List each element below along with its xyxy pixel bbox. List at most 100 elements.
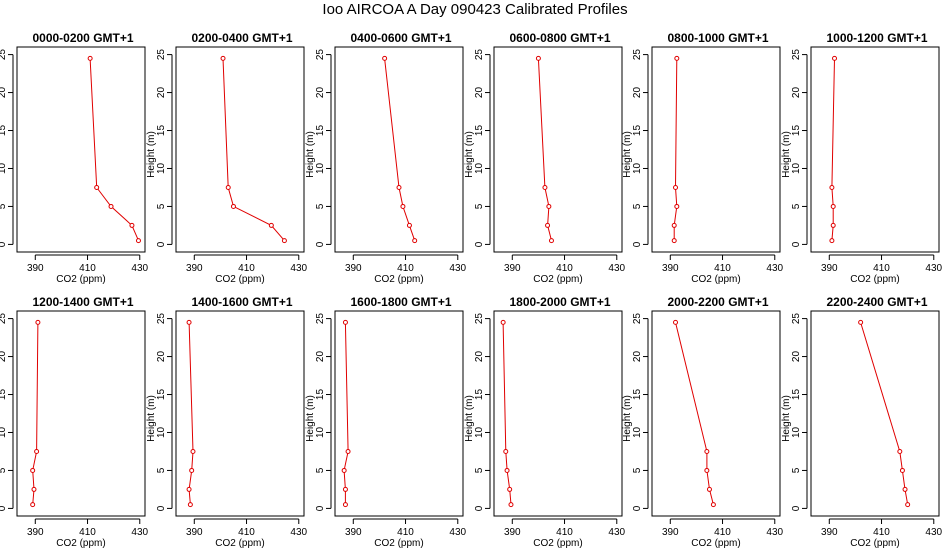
data-point	[899, 467, 905, 473]
y-tick-label: 20	[0, 351, 8, 363]
data-point	[225, 184, 231, 190]
data-point	[710, 502, 716, 508]
y-tick-label: 15	[791, 125, 802, 137]
y-tick-label: 20	[0, 87, 8, 99]
y-tick-label: 10	[156, 426, 167, 438]
y-tick-label: 5	[0, 467, 8, 473]
data-point	[396, 184, 402, 190]
y-tick-label: 10	[474, 426, 485, 438]
plot-frame	[334, 310, 464, 517]
y-axis-label: Height (m)	[464, 131, 475, 178]
panel: 0600-0800 GMT+1 390 410 430 CO2 (ppm) 0 5 10 15 2…	[464, 31, 626, 285]
y-tick-label: 0	[632, 505, 643, 511]
y-tick-label: 15	[156, 389, 167, 401]
y-tick-label: 10	[632, 162, 643, 174]
panel: 2000-2200 GMT+1 390 410 430 CO2 (ppm) 0 5 10 15 2…	[622, 295, 784, 549]
y-tick-label: 10	[315, 426, 326, 438]
plot-frame	[175, 46, 305, 253]
x-tick-label: 390	[186, 263, 203, 274]
data-point	[87, 55, 93, 61]
y-tick-label: 0	[474, 241, 485, 247]
main-title: Ioo AIRCOA A Day 090423 Calibrated Profi…	[322, 1, 628, 18]
data-point	[674, 203, 680, 209]
x-axis-label: CO2 (ppm)	[533, 274, 582, 285]
y-tick-label: 15	[156, 125, 167, 137]
x-tick-label: 430	[925, 263, 942, 274]
data-point	[406, 222, 412, 228]
x-tick-label: 430	[766, 263, 783, 274]
data-point	[706, 486, 712, 492]
panel-title: 1400-1600 GMT+1	[191, 295, 292, 309]
x-tick-label: 390	[662, 527, 679, 538]
series-line	[860, 322, 909, 505]
panel-title: 1600-1800 GMT+1	[350, 295, 451, 309]
y-tick-label: 25	[791, 313, 802, 325]
series-line	[89, 58, 139, 241]
data-point	[412, 238, 418, 244]
y-tick-label: 25	[156, 313, 167, 325]
x-tick-label: 410	[556, 527, 573, 538]
series-line	[537, 58, 552, 241]
x-axis-label: CO2 (ppm)	[691, 538, 740, 549]
y-tick-label: 5	[791, 203, 802, 209]
x-tick-label: 390	[186, 527, 203, 538]
y-axis-label: Height (m)	[146, 395, 157, 442]
y-tick-label: 0	[791, 505, 802, 511]
data-point	[186, 319, 192, 325]
y-tick-label: 0	[0, 505, 8, 511]
series-line	[343, 322, 349, 505]
plot-frame	[175, 310, 305, 517]
x-axis-label: CO2 (ppm)	[850, 274, 899, 285]
x-tick-label: 430	[925, 527, 942, 538]
panel: 1600-1800 GMT+1 390 410 430 CO2 (ppm) 0 5 10 15 2…	[305, 295, 467, 549]
x-tick-label: 410	[397, 527, 414, 538]
data-point	[858, 319, 864, 325]
data-point	[548, 238, 554, 244]
y-tick-label: 5	[474, 203, 485, 209]
x-tick-label: 430	[449, 527, 466, 538]
data-point	[535, 55, 541, 61]
y-tick-label: 10	[632, 426, 643, 438]
y-tick-label: 5	[791, 467, 802, 473]
x-tick-label: 390	[821, 527, 838, 538]
x-axis-label: CO2 (ppm)	[533, 538, 582, 549]
y-tick-label: 5	[156, 467, 167, 473]
y-axis-label: Height (m)	[781, 131, 792, 178]
x-axis-label: CO2 (ppm)	[215, 274, 264, 285]
data-point	[108, 203, 114, 209]
panel: 0800-1000 GMT+1 390 410 430 CO2 (ppm) 0 5 10 15 2…	[622, 31, 784, 285]
data-point	[341, 467, 347, 473]
y-tick-label: 5	[315, 203, 326, 209]
data-point	[897, 448, 903, 454]
series-line	[222, 58, 285, 241]
x-tick-label: 430	[766, 527, 783, 538]
x-tick-label: 430	[608, 263, 625, 274]
data-point	[342, 486, 348, 492]
data-point	[129, 222, 135, 228]
y-tick-label: 20	[632, 351, 643, 363]
data-point	[542, 184, 548, 190]
y-tick-label: 25	[474, 49, 485, 61]
x-tick-label: 390	[662, 263, 679, 274]
y-tick-label: 10	[791, 162, 802, 174]
data-point	[135, 238, 141, 244]
y-tick-label: 15	[315, 389, 326, 401]
y-tick-label: 15	[791, 389, 802, 401]
y-tick-label: 25	[315, 313, 326, 325]
y-axis-label: Height (m)	[464, 395, 475, 442]
y-tick-label: 0	[315, 241, 326, 247]
panel-title: 0000-0200 GMT+1	[32, 31, 133, 45]
y-tick-label: 20	[632, 87, 643, 99]
data-point	[671, 222, 677, 228]
data-point	[190, 448, 196, 454]
y-tick-label: 0	[156, 505, 167, 511]
y-tick-label: 0	[0, 241, 8, 247]
y-tick-label: 0	[632, 241, 643, 247]
data-point	[382, 55, 388, 61]
y-tick-label: 15	[315, 125, 326, 137]
y-tick-label: 10	[0, 162, 8, 174]
y-tick-label: 25	[474, 313, 485, 325]
y-axis-label: Height (m)	[146, 131, 157, 178]
y-tick-label: 15	[632, 389, 643, 401]
y-tick-label: 20	[156, 351, 167, 363]
